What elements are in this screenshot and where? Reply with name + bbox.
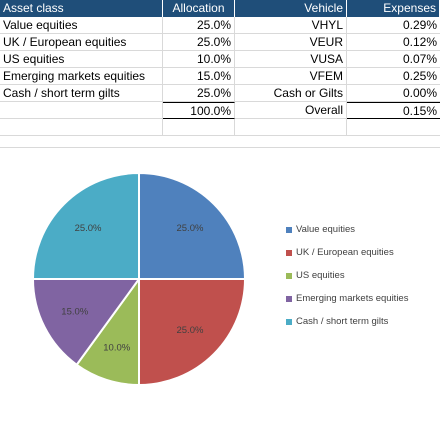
- allocation-cell[interactable]: 25.0%: [163, 85, 235, 102]
- table-row: Cash / short term gilts 25.0% Cash or Gi…: [0, 85, 440, 102]
- legend-item[interactable]: Emerging markets equities: [286, 293, 438, 305]
- expenses-cell[interactable]: 0.29%: [347, 17, 440, 34]
- header-expenses[interactable]: Expenses: [347, 0, 440, 17]
- table-header-row: Asset class Allocation Vehicle Expenses: [0, 0, 440, 17]
- legend-swatch: [286, 296, 292, 302]
- pie-slice-1[interactable]: [138, 171, 247, 280]
- legend-swatch: [286, 227, 292, 233]
- table-row: UK / European equities 25.0% VEUR 0.12%: [0, 34, 440, 51]
- legend-item[interactable]: UK / European equities: [286, 247, 438, 259]
- expenses-cell[interactable]: 0.12%: [347, 34, 440, 51]
- allocation-cell[interactable]: 10.0%: [163, 51, 235, 68]
- pie-slice-2[interactable]: [138, 278, 247, 387]
- legend-label: Cash / short term gilts: [296, 316, 389, 327]
- pie-slice-4[interactable]: [31, 278, 141, 367]
- pie-chart-area[interactable]: 25.0% 25.0% 10.0% 15.0% 25.0% Value equities…: [0, 147, 440, 425]
- empty-cell[interactable]: [347, 119, 440, 136]
- legend-swatch: [286, 250, 292, 256]
- legend-label: Emerging markets equities: [296, 293, 409, 304]
- asset-class-cell[interactable]: US equities: [0, 51, 163, 68]
- expenses-cell[interactable]: 0.25%: [347, 68, 440, 85]
- pie-data-label: 15.0%: [61, 307, 88, 318]
- pie-data-label: 25.0%: [75, 223, 102, 234]
- legend-item[interactable]: US equities: [286, 270, 438, 282]
- table-row: Value equities 25.0% VHYL 0.29%: [0, 17, 440, 34]
- allocation-cell[interactable]: 25.0%: [163, 17, 235, 34]
- pie-chart[interactable]: 25.0% 25.0% 10.0% 15.0% 25.0%: [0, 148, 280, 424]
- empty-cell[interactable]: [235, 119, 347, 136]
- legend-label: US equities: [296, 270, 345, 281]
- expenses-cell[interactable]: 0.07%: [347, 51, 440, 68]
- legend-swatch: [286, 319, 292, 325]
- total-row: 100.0% Overall 0.15%: [0, 102, 440, 119]
- vehicle-cell[interactable]: VFEM: [235, 68, 347, 85]
- legend-item[interactable]: Cash / short term gilts: [286, 316, 438, 328]
- legend-label: UK / European equities: [296, 247, 394, 258]
- pie-slice-5[interactable]: [31, 171, 140, 280]
- pie-data-label: 25.0%: [176, 325, 203, 336]
- allocation-cell[interactable]: 15.0%: [163, 68, 235, 85]
- total-label-cell[interactable]: [0, 102, 163, 119]
- chart-legend: Value equities UK / European equities US e…: [286, 224, 438, 339]
- header-vehicle[interactable]: Vehicle: [235, 0, 347, 17]
- asset-class-cell[interactable]: Emerging markets equities: [0, 68, 163, 85]
- pie-data-label: 10.0%: [103, 343, 130, 354]
- spreadsheet-table: Asset class Allocation Vehicle Expenses …: [0, 0, 440, 136]
- table-row: US equities 10.0% VUSA 0.07%: [0, 51, 440, 68]
- table-row: Emerging markets equities 15.0% VFEM 0.2…: [0, 68, 440, 85]
- empty-cell[interactable]: [0, 119, 163, 136]
- legend-swatch: [286, 273, 292, 279]
- vehicle-cell[interactable]: VHYL: [235, 17, 347, 34]
- empty-row: [0, 119, 440, 136]
- vehicle-cell[interactable]: VEUR: [235, 34, 347, 51]
- total-vehicle-cell[interactable]: Overall: [235, 102, 347, 119]
- vehicle-cell[interactable]: VUSA: [235, 51, 347, 68]
- total-expenses-cell[interactable]: 0.15%: [347, 102, 440, 119]
- legend-item[interactable]: Value equities: [286, 224, 438, 236]
- empty-cell[interactable]: [163, 119, 235, 136]
- header-allocation[interactable]: Allocation: [163, 0, 235, 17]
- expenses-cell[interactable]: 0.00%: [347, 85, 440, 102]
- vehicle-cell[interactable]: Cash or Gilts: [235, 85, 347, 102]
- legend-label: Value equities: [296, 224, 355, 235]
- total-allocation-cell[interactable]: 100.0%: [163, 102, 235, 119]
- allocation-cell[interactable]: 25.0%: [163, 34, 235, 51]
- asset-class-cell[interactable]: UK / European equities: [0, 34, 163, 51]
- pie-data-label: 25.0%: [176, 223, 203, 234]
- asset-class-cell[interactable]: Cash / short term gilts: [0, 85, 163, 102]
- header-asset-class[interactable]: Asset class: [0, 0, 163, 17]
- asset-class-cell[interactable]: Value equities: [0, 17, 163, 34]
